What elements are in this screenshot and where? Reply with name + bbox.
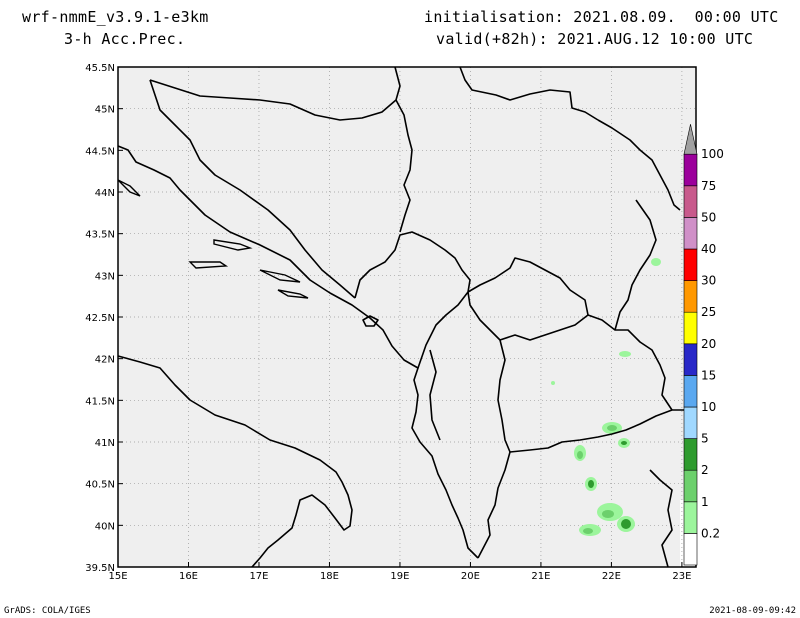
color-bar-segment (683, 217, 698, 250)
color-bar-segment (683, 280, 698, 313)
lon-label: 22E (602, 571, 621, 582)
color-bar (683, 124, 698, 566)
color-bar-label: 0.2 (701, 526, 720, 540)
lon-label: 16E (179, 571, 198, 582)
island (117, 179, 141, 197)
lon-label: 19E (390, 571, 409, 582)
color-bar-label: 100 (701, 147, 724, 161)
color-bar-segment (683, 311, 698, 345)
precip-blob (577, 451, 583, 459)
lon-label: 23E (672, 571, 691, 582)
lat-label: 43N (95, 271, 115, 282)
precip-blob (588, 480, 594, 488)
color-bar-label: 1 (701, 495, 709, 509)
lon-label: 15E (108, 571, 127, 582)
lat-label: 39.5N (85, 563, 115, 574)
precip-blob (621, 441, 627, 445)
color-bar-segment (683, 343, 698, 376)
precip-blob (602, 510, 614, 518)
footer-credit: GrADS: COLA/IGES (4, 606, 91, 616)
variable-title: 3-h Acc.Prec. (64, 30, 186, 48)
border-albania-macedonia (497, 339, 511, 453)
color-bar-segment (683, 469, 698, 503)
islands (117, 179, 309, 299)
color-bar-segment (683, 375, 698, 408)
color-bar-segment (683, 533, 698, 566)
color-bar-segment (683, 501, 698, 534)
coastlines-borders (117, 66, 696, 568)
albania-inner (429, 349, 441, 441)
lat-label: 41.5N (85, 396, 115, 407)
precip-blob (583, 528, 593, 534)
border-montenegro (354, 231, 471, 369)
color-bar-label: 10 (701, 400, 716, 414)
precip-blob (621, 519, 631, 529)
lat-label: 45.5N (85, 63, 115, 74)
island (213, 239, 253, 251)
border-inner (149, 79, 356, 299)
lat-label: 44N (95, 188, 115, 199)
init-time: initialisation: 2021.08.09. 00:00 UTC (424, 8, 779, 26)
color-bar-arrow (683, 124, 698, 155)
lat-label: 42.5N (85, 313, 115, 324)
precip-blob (651, 258, 661, 266)
grid-lines (118, 67, 696, 567)
color-bar-label: 40 (701, 242, 716, 256)
greece-coast (649, 469, 673, 568)
lon-label: 20E (461, 571, 480, 582)
color-bar-segment (683, 438, 698, 471)
border-albania-greece (477, 451, 511, 559)
border-bosnia-serbia (395, 99, 413, 233)
longitude-labels: 15E 16E 17E 18E 19E 20E 21E 22E 23E (108, 562, 691, 582)
lat-label: 41N (95, 438, 115, 449)
model-title: wrf-nmmE_v3.9.1-e3km (22, 8, 209, 26)
precip-areas (551, 258, 661, 536)
island (259, 269, 301, 283)
color-bar-segment (683, 185, 698, 218)
latitude-labels: 45.5N 45N 44.5N 44N 43.5N 43N 42.5N 42N 41.5N 41N… (85, 63, 123, 574)
lon-label: 18E (320, 571, 339, 582)
island (188, 261, 229, 269)
border-macedonia (587, 314, 673, 411)
border-macedonia-greece (509, 409, 696, 453)
lon-label: 17E (249, 571, 268, 582)
color-bar-label: 15 (701, 368, 716, 382)
color-bar-label: 2 (701, 463, 709, 477)
lat-label: 40N (95, 521, 115, 532)
color-bar-label: 30 (701, 274, 716, 288)
border-serbia-romania (597, 119, 681, 211)
adriatic-coast (117, 145, 479, 559)
island (277, 289, 309, 299)
precip-blob (551, 381, 555, 385)
lon-label: 21E (531, 571, 550, 582)
color-bar-label: 25 (701, 305, 716, 319)
border-serbia-north (459, 66, 599, 121)
color-bar-label: 5 (701, 432, 709, 446)
border-serbia-bulgaria (614, 199, 657, 331)
color-bar-label: 75 (701, 179, 716, 193)
color-bar-segment (683, 406, 698, 439)
lat-label: 45N (95, 105, 115, 116)
valid-time: valid(+82h): 2021.AUG.12 10:00 UTC (436, 30, 754, 48)
color-bar-segment (683, 248, 698, 281)
lat-label: 42N (95, 355, 115, 366)
color-bar-segment (683, 153, 698, 187)
precip-blob (607, 425, 617, 431)
precip-blob (619, 351, 631, 357)
lat-label: 40.5N (85, 480, 115, 491)
color-bar-label: 50 (701, 210, 716, 224)
footer-timestamp: 2021-08-09-09:42 (709, 606, 796, 616)
italy-coast (117, 355, 353, 568)
lat-label: 44.5N (85, 146, 115, 157)
kotor-bay (362, 315, 379, 327)
color-bar-label: 20 (701, 337, 716, 351)
lat-label: 43.5N (85, 230, 115, 241)
